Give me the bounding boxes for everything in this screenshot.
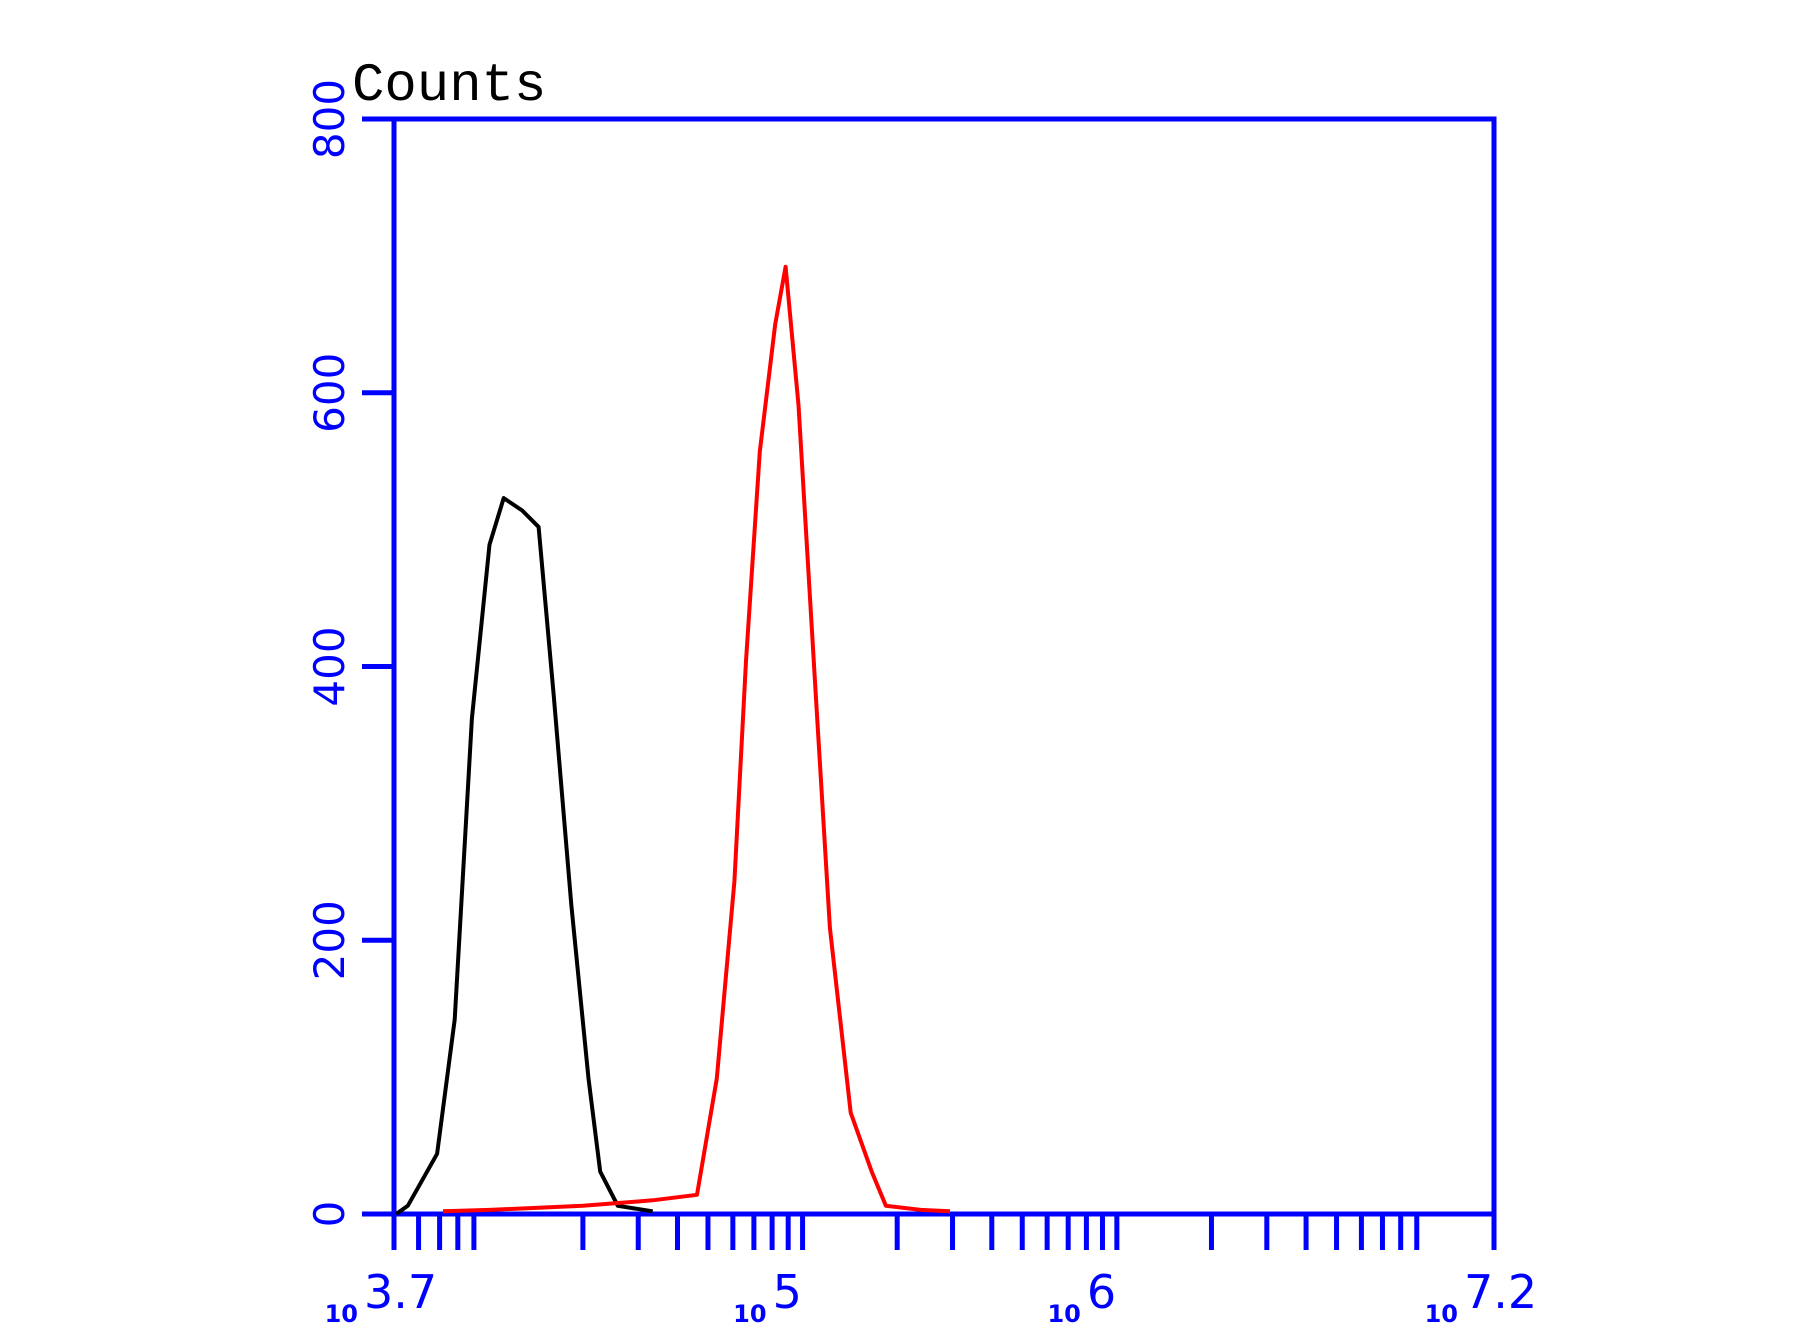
y-tick-label: 400 [305, 626, 354, 706]
x-tick-base: 10 [1425, 1300, 1458, 1328]
y-tick-label: 600 [305, 353, 354, 433]
x-tick-label: 6 [1087, 1265, 1116, 1319]
y-tick-label: 200 [305, 900, 354, 980]
plot-frame [391, 116, 1497, 1217]
y-tick-label: 800 [305, 79, 354, 159]
y-axis-label: Counts [352, 56, 546, 117]
x-tick-base: 10 [733, 1300, 766, 1328]
x-tick-base: 10 [1047, 1300, 1080, 1328]
x-tick-label: 5 [773, 1265, 802, 1319]
x-tick-label: 7.2 [1464, 1265, 1537, 1319]
histogram-line [442, 264, 951, 1214]
y-tick-label: 0 [305, 1201, 354, 1228]
x-tick-label: 3.7 [364, 1265, 437, 1319]
x-tick-base: 10 [325, 1300, 358, 1328]
histogram-line [395, 496, 654, 1216]
